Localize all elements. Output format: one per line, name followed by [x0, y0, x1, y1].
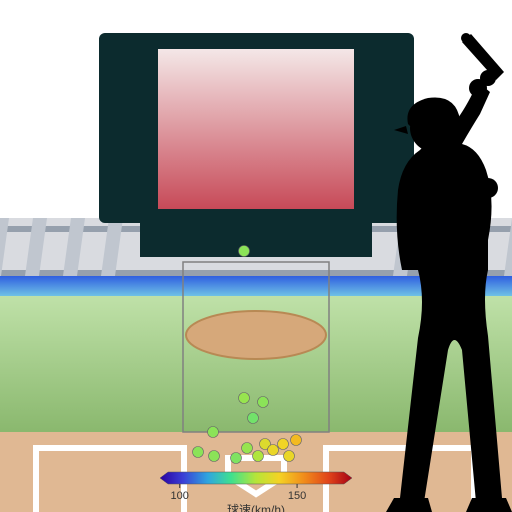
pitch-location-chart: 100 150球速(km/h) [0, 0, 512, 512]
pitch-point [248, 413, 259, 424]
pitch-point [242, 443, 253, 454]
scoreboard-screen [158, 49, 354, 209]
pitch-point [231, 453, 242, 464]
pitch-point [208, 427, 219, 438]
pitch-point [291, 435, 302, 446]
pitch-point [209, 451, 220, 462]
colorbar-tick: 150 [288, 490, 306, 502]
pitch-point [284, 451, 295, 462]
pitch-point [239, 246, 250, 257]
colorbar-tick: 100 [171, 490, 189, 502]
pitch-point [193, 447, 204, 458]
pitch-point [253, 451, 264, 462]
pitch-point [268, 445, 279, 456]
pitch-point [278, 439, 289, 450]
pitch-point [239, 393, 250, 404]
colorbar-label: 球速(km/h) [227, 503, 285, 512]
pitch-point [258, 397, 269, 408]
pitchers-mound [186, 311, 326, 359]
